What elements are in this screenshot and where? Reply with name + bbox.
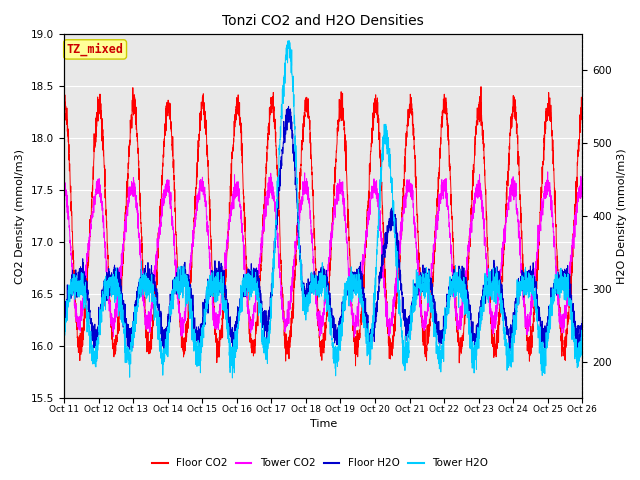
- Floor CO2: [579, 101, 586, 107]
- Y-axis label: H2O Density (mmol/m3): H2O Density (mmol/m3): [618, 148, 627, 284]
- Line: Floor H2O: Floor H2O: [64, 107, 582, 354]
- Tower CO2: [383, 308, 390, 313]
- Title: Tonzi CO2 and H2O Densities: Tonzi CO2 and H2O Densities: [222, 14, 424, 28]
- Tower H2O: [205, 291, 212, 297]
- Tower H2O: [579, 334, 586, 339]
- Tower CO2: [374, 196, 381, 202]
- Tower H2O: [60, 338, 68, 344]
- Tower H2O: [284, 38, 292, 44]
- X-axis label: Time: Time: [310, 419, 337, 429]
- Line: Tower H2O: Tower H2O: [64, 41, 582, 378]
- Tower H2O: [228, 375, 236, 381]
- Line: Tower CO2: Tower CO2: [64, 172, 582, 337]
- Line: Floor CO2: Floor CO2: [64, 87, 582, 366]
- Tower CO2: [172, 258, 179, 264]
- Floor H2O: [60, 321, 68, 326]
- Floor H2O: [374, 288, 381, 294]
- Tower CO2: [544, 169, 552, 175]
- Tower CO2: [60, 187, 68, 193]
- Floor CO2: [172, 209, 179, 215]
- Floor H2O: [205, 288, 212, 294]
- Floor H2O: [579, 322, 586, 328]
- Floor H2O: [383, 244, 390, 250]
- Tower H2O: [383, 143, 390, 149]
- Legend: Floor CO2, Tower CO2, Floor H2O, Tower H2O: Floor CO2, Tower CO2, Floor H2O, Tower H…: [148, 454, 492, 472]
- Floor CO2: [352, 363, 360, 369]
- Floor CO2: [60, 100, 68, 106]
- Y-axis label: CO2 Density (mmol/m3): CO2 Density (mmol/m3): [15, 148, 26, 284]
- Floor CO2: [374, 109, 381, 115]
- Tower CO2: [205, 243, 212, 249]
- Tower H2O: [529, 296, 537, 301]
- Tower CO2: [579, 174, 586, 180]
- Floor H2O: [172, 280, 179, 286]
- Floor CO2: [529, 310, 537, 315]
- Floor H2O: [529, 278, 537, 284]
- Floor H2O: [579, 314, 586, 320]
- Tower CO2: [529, 291, 537, 297]
- Tower H2O: [172, 286, 179, 292]
- Floor CO2: [579, 104, 586, 110]
- Floor CO2: [383, 305, 390, 311]
- Tower H2O: [374, 228, 381, 233]
- Text: TZ_mixed: TZ_mixed: [67, 43, 124, 56]
- Floor H2O: [285, 104, 292, 109]
- Floor H2O: [574, 351, 582, 357]
- Tower CO2: [351, 335, 358, 340]
- Tower CO2: [579, 191, 586, 196]
- Tower H2O: [579, 332, 586, 338]
- Floor CO2: [205, 181, 212, 187]
- Floor CO2: [477, 84, 485, 90]
